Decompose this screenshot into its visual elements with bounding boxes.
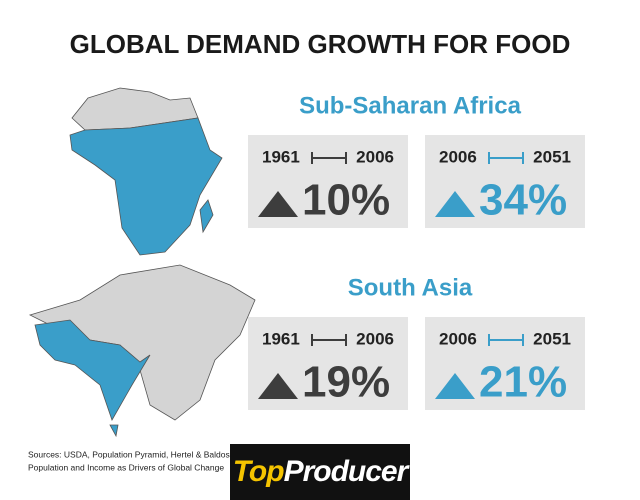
period-start: 2006 [439,147,477,166]
source-line: Sources: USDA, Population Pyramid, Herte… [28,449,232,459]
period-end: 2006 [356,329,394,348]
increase-icon [258,373,298,399]
region-name: Sub-Saharan Africa [299,92,521,119]
period-end: 2051 [533,147,571,166]
title: GLOBAL DEMAND GROWTH FOR FOOD [70,29,571,59]
south-asia-map [28,264,256,438]
period-end: 2051 [533,329,571,348]
increase-icon [435,373,475,399]
change-value: 10% [302,176,390,225]
period-start: 1961 [262,329,300,348]
change-value: 34% [479,176,567,225]
change-value: 21% [479,358,567,407]
logo: TopProducer [233,455,411,488]
period-end: 2006 [356,147,394,166]
increase-icon [258,191,298,217]
logo-box [230,444,410,500]
period-start: 2006 [439,329,477,348]
region-name: South Asia [348,274,473,301]
africa-map [69,87,223,256]
source-line: Population and Income as Drivers of Glob… [28,462,224,472]
increase-icon [435,191,475,217]
period-start: 1961 [262,147,300,166]
change-value: 19% [302,358,390,407]
